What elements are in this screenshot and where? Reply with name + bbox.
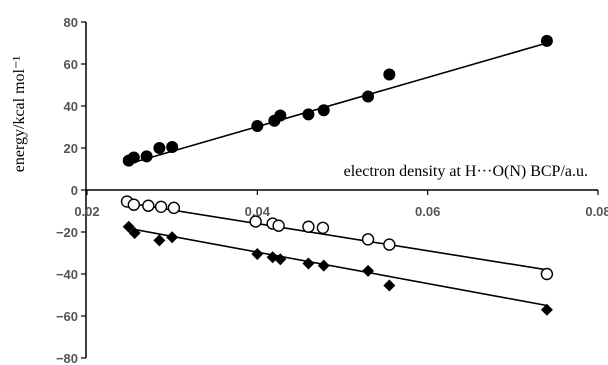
y-tick-label: 80 bbox=[64, 15, 78, 30]
y-tick-label: −40 bbox=[56, 267, 78, 282]
data-point-open-circle bbox=[272, 219, 285, 232]
y-tick-label: 60 bbox=[64, 57, 78, 72]
trendline bbox=[125, 42, 548, 166]
data-point-filled-circle bbox=[127, 151, 140, 164]
data-point-diamond bbox=[302, 257, 315, 270]
data-point-filled-circle bbox=[166, 140, 179, 153]
data-point-diamond bbox=[274, 253, 287, 266]
data-point-diamond bbox=[362, 264, 375, 277]
data-point-open-circle bbox=[154, 200, 168, 214]
data-point-diamond bbox=[317, 259, 330, 272]
data-point-filled-circle bbox=[153, 142, 166, 154]
trendline bbox=[125, 201, 548, 271]
data-point-filled-circle bbox=[317, 104, 330, 117]
data-point-filled-circle bbox=[540, 34, 553, 47]
x-tick-label: 0.04 bbox=[245, 204, 271, 219]
data-point-diamond bbox=[251, 248, 264, 261]
y-tick-label: −60 bbox=[56, 309, 78, 324]
y-tick-label: 20 bbox=[64, 141, 78, 156]
trendline bbox=[125, 227, 548, 307]
y-tick-label: 40 bbox=[64, 99, 78, 114]
data-point-diamond bbox=[383, 279, 396, 292]
x-tick-label: 0.02 bbox=[74, 204, 99, 219]
data-point-diamond bbox=[128, 227, 141, 240]
data-points bbox=[120, 34, 554, 316]
y-tick-label: −80 bbox=[56, 351, 78, 365]
data-point-filled-circle bbox=[302, 108, 315, 121]
data-point-open-circle bbox=[361, 233, 375, 246]
data-point-filled-circle bbox=[140, 150, 153, 163]
y-tick-label: −20 bbox=[56, 225, 78, 240]
data-point-open-circle bbox=[540, 267, 554, 281]
x-tick-label: 0.06 bbox=[415, 204, 440, 219]
data-point-open-circle bbox=[142, 199, 155, 212]
data-point-filled-circle bbox=[274, 109, 287, 122]
data-point-open-circle bbox=[302, 220, 315, 233]
data-point-open-circle bbox=[127, 198, 141, 211]
data-point-open-circle bbox=[383, 238, 396, 251]
data-point-open-circle bbox=[167, 201, 181, 215]
data-point-filled-circle bbox=[362, 90, 375, 103]
y-tick-label: 0 bbox=[71, 183, 78, 198]
data-point-filled-circle bbox=[383, 68, 396, 81]
x-axis-label: electron density at H···O(N) BCP/a.u. bbox=[344, 163, 588, 180]
data-point-filled-circle bbox=[251, 119, 264, 132]
data-point-open-circle bbox=[316, 221, 330, 235]
axes: 80 60 40 20 0 −20 −40 −60 −80 0.02 0.04 0.06 0.08 bbox=[56, 15, 608, 365]
data-point-diamond bbox=[540, 303, 553, 316]
x-tick-label: 0.08 bbox=[585, 204, 608, 219]
trendlines bbox=[125, 42, 548, 307]
data-point-open-circle bbox=[249, 215, 262, 228]
data-point-diamond bbox=[122, 220, 135, 233]
y-axis-label: energy/kcal mol⁻¹ bbox=[11, 56, 28, 173]
data-point-diamond bbox=[153, 234, 166, 247]
data-point-diamond bbox=[166, 231, 179, 244]
